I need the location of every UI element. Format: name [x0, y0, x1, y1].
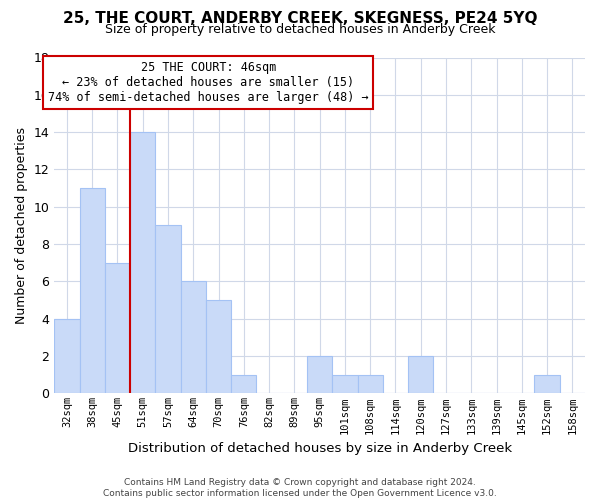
Y-axis label: Number of detached properties: Number of detached properties	[15, 127, 28, 324]
Bar	[80, 188, 105, 394]
Text: 25 THE COURT: 46sqm
← 23% of detached houses are smaller (15)
74% of semi-detach: 25 THE COURT: 46sqm ← 23% of detached ho…	[48, 61, 368, 104]
Bar	[358, 374, 383, 394]
Bar	[332, 374, 358, 394]
Bar	[307, 356, 332, 394]
Bar	[231, 374, 256, 394]
Bar	[54, 318, 80, 394]
Text: 25, THE COURT, ANDERBY CREEK, SKEGNESS, PE24 5YQ: 25, THE COURT, ANDERBY CREEK, SKEGNESS, …	[63, 11, 537, 26]
Bar	[535, 374, 560, 394]
Bar	[130, 132, 155, 394]
Bar	[408, 356, 433, 394]
Bar	[105, 263, 130, 394]
Text: Size of property relative to detached houses in Anderby Creek: Size of property relative to detached ho…	[105, 22, 495, 36]
Bar	[155, 226, 181, 394]
X-axis label: Distribution of detached houses by size in Anderby Creek: Distribution of detached houses by size …	[128, 442, 512, 455]
Text: Contains HM Land Registry data © Crown copyright and database right 2024.
Contai: Contains HM Land Registry data © Crown c…	[103, 478, 497, 498]
Bar	[206, 300, 231, 394]
Bar	[181, 282, 206, 394]
